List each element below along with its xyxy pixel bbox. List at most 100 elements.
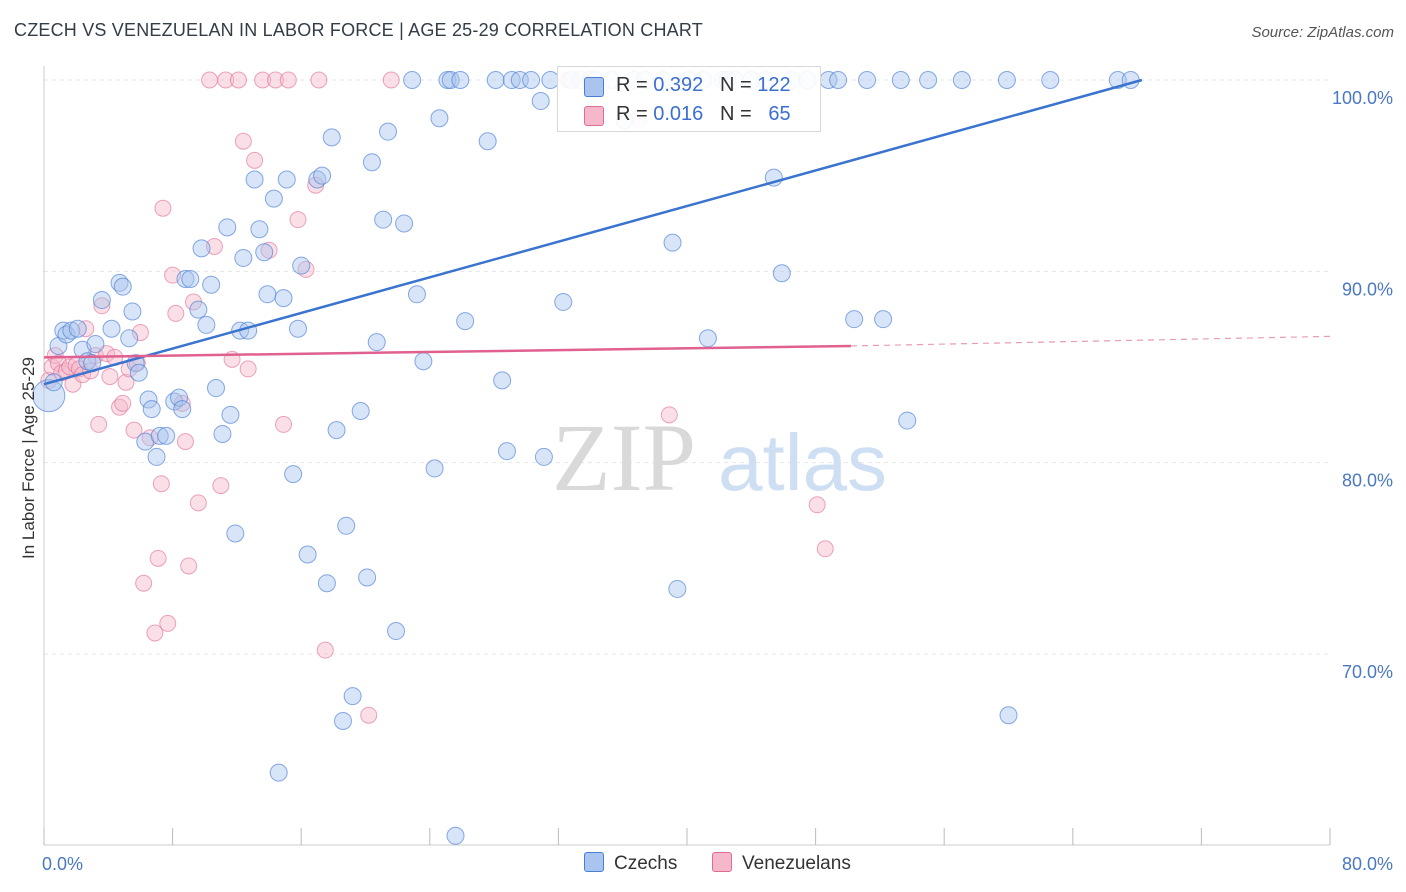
point-czechs <box>234 248 253 267</box>
point-czechs <box>142 400 161 419</box>
point-czechs <box>997 71 1016 89</box>
point-venezuelans <box>808 496 826 514</box>
watermark-atlas: atlas <box>718 418 887 507</box>
point-venezuelans <box>189 494 207 512</box>
point-venezuelans <box>201 71 219 89</box>
x-tick-label: 0.0% <box>42 854 83 874</box>
point-czechs <box>379 122 398 141</box>
point-venezuelans <box>212 477 230 495</box>
legend-n-label: N = <box>719 74 752 96</box>
point-czechs <box>698 329 717 348</box>
point-czechs <box>668 579 687 598</box>
point-venezuelans <box>90 415 108 433</box>
point-czechs <box>446 826 465 845</box>
point-czechs <box>456 312 475 331</box>
bottom-legend-label-czechs: Czechs <box>614 853 678 874</box>
point-venezuelans <box>125 421 143 439</box>
point-czechs <box>362 153 381 172</box>
axes <box>43 66 1331 846</box>
point-venezuelans <box>266 71 284 89</box>
watermark-zip: ZIP <box>552 404 696 511</box>
point-czechs <box>129 363 148 382</box>
point-czechs <box>207 379 226 398</box>
point-venezuelans <box>246 151 264 169</box>
bottom-legend-czechs: Czechs <box>584 852 677 875</box>
point-czechs <box>919 71 938 89</box>
point-czechs <box>176 269 195 288</box>
point-czechs <box>1041 71 1060 89</box>
point-czechs <box>264 189 283 208</box>
bottom-legend-swatch-venezuelans <box>712 852 732 872</box>
point-venezuelans <box>234 132 252 150</box>
y-tick-label: 100.0% <box>1332 88 1393 108</box>
point-czechs <box>123 302 142 321</box>
point-venezuelans <box>660 406 678 424</box>
point-czechs <box>403 71 422 89</box>
source-credit: Source: ZipAtlas.com <box>1251 24 1394 41</box>
point-czechs <box>367 333 386 352</box>
legend-r-value-venezuelans: 0.016 <box>653 103 704 125</box>
point-czechs <box>358 568 377 587</box>
point-czechs <box>554 292 573 311</box>
point-venezuelans <box>131 324 149 342</box>
point-venezuelans <box>135 574 153 592</box>
point-czechs <box>113 277 132 296</box>
point-czechs <box>522 71 541 89</box>
point-venezuelans <box>114 394 132 412</box>
point-czechs <box>407 285 426 304</box>
point-venezuelans <box>275 415 293 433</box>
legend-swatch-venezuelans <box>584 106 604 126</box>
y-axis-label: In Labor Force | Age 25-29 <box>19 357 38 559</box>
point-venezuelans <box>176 433 194 451</box>
point-czechs <box>197 315 216 334</box>
point-czechs <box>250 220 269 239</box>
point-czechs <box>221 405 240 424</box>
point-czechs <box>181 269 200 288</box>
trendline-venezuelans-extension <box>850 335 1331 347</box>
watermark: ZIP atlas <box>552 404 887 511</box>
point-czechs <box>497 442 516 461</box>
point-czechs <box>374 210 393 229</box>
point-venezuelans <box>93 297 111 315</box>
point-venezuelans <box>310 71 328 89</box>
point-czechs <box>313 166 332 185</box>
point-czechs <box>999 706 1018 725</box>
point-czechs <box>170 388 189 407</box>
point-czechs <box>62 321 81 340</box>
point-venezuelans <box>180 557 198 575</box>
point-venezuelans <box>159 614 177 632</box>
point-czechs <box>157 426 176 445</box>
point-czechs <box>343 687 362 706</box>
point-czechs <box>102 319 121 338</box>
legend-n-label: N = <box>719 103 752 125</box>
point-czechs <box>86 335 105 354</box>
point-venezuelans <box>289 211 307 229</box>
legend-r-label: R = <box>616 74 648 96</box>
point-czechs <box>337 516 356 535</box>
point-venezuelans <box>101 368 119 386</box>
point-venezuelans <box>152 475 170 493</box>
point-czechs <box>277 170 296 189</box>
legend-n-value-czechs: 122 <box>757 74 791 96</box>
legend-n-value-venezuelans: 65 <box>768 103 791 125</box>
point-czechs <box>150 426 169 445</box>
legend-r-label: R = <box>616 103 648 125</box>
point-czechs <box>269 763 288 782</box>
point-czechs <box>387 622 406 641</box>
point-czechs <box>327 421 346 440</box>
point-czechs <box>255 243 274 262</box>
point-czechs <box>952 71 971 89</box>
point-czechs <box>317 574 336 593</box>
tick-labels: 70.0% 80.0% 90.0% 100.0% 0.0% 80.0% <box>42 88 1393 874</box>
point-czechs <box>531 92 550 111</box>
legend-r-value-czechs: 0.392 <box>653 74 704 96</box>
trendlines <box>43 78 1331 386</box>
point-venezuelans <box>146 624 164 642</box>
y-tick-label: 90.0% <box>1342 279 1393 299</box>
point-czechs <box>202 275 221 294</box>
point-czechs <box>292 256 311 275</box>
point-venezuelans <box>382 71 400 89</box>
point-czechs <box>430 109 449 128</box>
point-czechs <box>147 447 166 466</box>
